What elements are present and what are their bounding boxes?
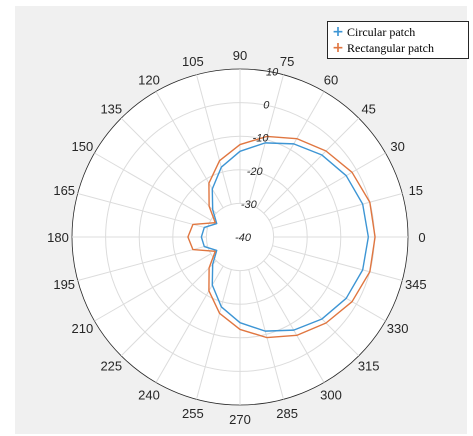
angle-tick-label: 105 <box>182 54 204 69</box>
angle-tick-label: 240 <box>138 388 160 403</box>
angular-grid-line <box>263 117 360 214</box>
radial-tick-label: -40 <box>235 232 252 244</box>
label-layer: 0 15 30 45 60 75 90 105 120 135 150 165 180 195 210 225… <box>47 48 427 427</box>
angle-tick-label: 180 <box>47 230 69 245</box>
angle-tick-label: 90 <box>233 48 247 63</box>
angle-tick-label: 315 <box>358 359 380 374</box>
angular-grid-line <box>248 269 284 400</box>
angular-grid-line <box>272 245 403 281</box>
angle-tick-label: 330 <box>387 321 409 336</box>
angular-grid-line <box>120 260 217 357</box>
angle-tick-label: 150 <box>72 139 94 154</box>
legend-label-circular: Circular patch <box>347 25 416 39</box>
angle-tick-label: 120 <box>138 72 160 87</box>
series-layer <box>187 135 376 339</box>
circular-patch-pattern-line <box>200 142 370 332</box>
radial-tick-label: -10 <box>253 133 270 145</box>
angular-grid-line <box>256 91 325 209</box>
radial-tick-label: -20 <box>247 166 264 178</box>
polar-grid <box>71 68 409 406</box>
angle-tick-label: 75 <box>280 54 294 69</box>
legend: + Circular patch + Rectangular patch <box>327 21 469 59</box>
angle-tick-label: 0 <box>418 230 425 245</box>
angular-grid-line <box>77 245 208 281</box>
legend-entry-rectangular: + Rectangular patch <box>332 40 434 56</box>
angle-tick-label: 255 <box>182 406 204 421</box>
angle-tick-label: 300 <box>320 388 342 403</box>
angular-grid-line <box>268 253 386 322</box>
rectangular-patch-pattern-line <box>187 135 376 339</box>
angle-tick-label: 165 <box>53 183 75 198</box>
angular-grid-line <box>77 193 208 229</box>
radial-tick-label: -30 <box>241 199 258 211</box>
angle-tick-label: 210 <box>72 321 94 336</box>
angle-tick-label: 285 <box>276 406 298 421</box>
angle-tick-label: 135 <box>100 101 122 116</box>
angle-tick-label: 15 <box>409 183 423 198</box>
angle-tick-label: 60 <box>324 72 338 87</box>
legend-label-rectangular: Rectangular patch <box>347 41 434 55</box>
angular-grid-line <box>248 74 284 205</box>
angular-grid-line <box>263 260 360 357</box>
angle-tick-label: 195 <box>53 277 75 292</box>
angle-tick-label: 345 <box>405 277 427 292</box>
angle-tick-label: 225 <box>100 359 122 374</box>
angular-grid-line <box>120 117 217 214</box>
circular-series-marker: + <box>332 24 344 40</box>
angle-tick-label: 45 <box>361 101 375 116</box>
angular-grid-line <box>272 193 403 229</box>
angular-grid-line <box>256 265 325 383</box>
angular-grid-line <box>94 253 212 322</box>
rectangular-series-marker: + <box>332 40 344 56</box>
angle-tick-label: 30 <box>390 139 404 154</box>
angular-grid-line <box>94 152 212 221</box>
radial-tick-label: 10 <box>266 67 279 79</box>
legend-entry-circular: + Circular patch <box>332 24 415 40</box>
angle-tick-label: 270 <box>229 412 251 427</box>
radial-tick-label: 0 <box>263 100 270 112</box>
angular-grid-line <box>196 74 232 205</box>
angular-grid-line <box>268 152 386 221</box>
angular-grid-line <box>196 269 232 400</box>
